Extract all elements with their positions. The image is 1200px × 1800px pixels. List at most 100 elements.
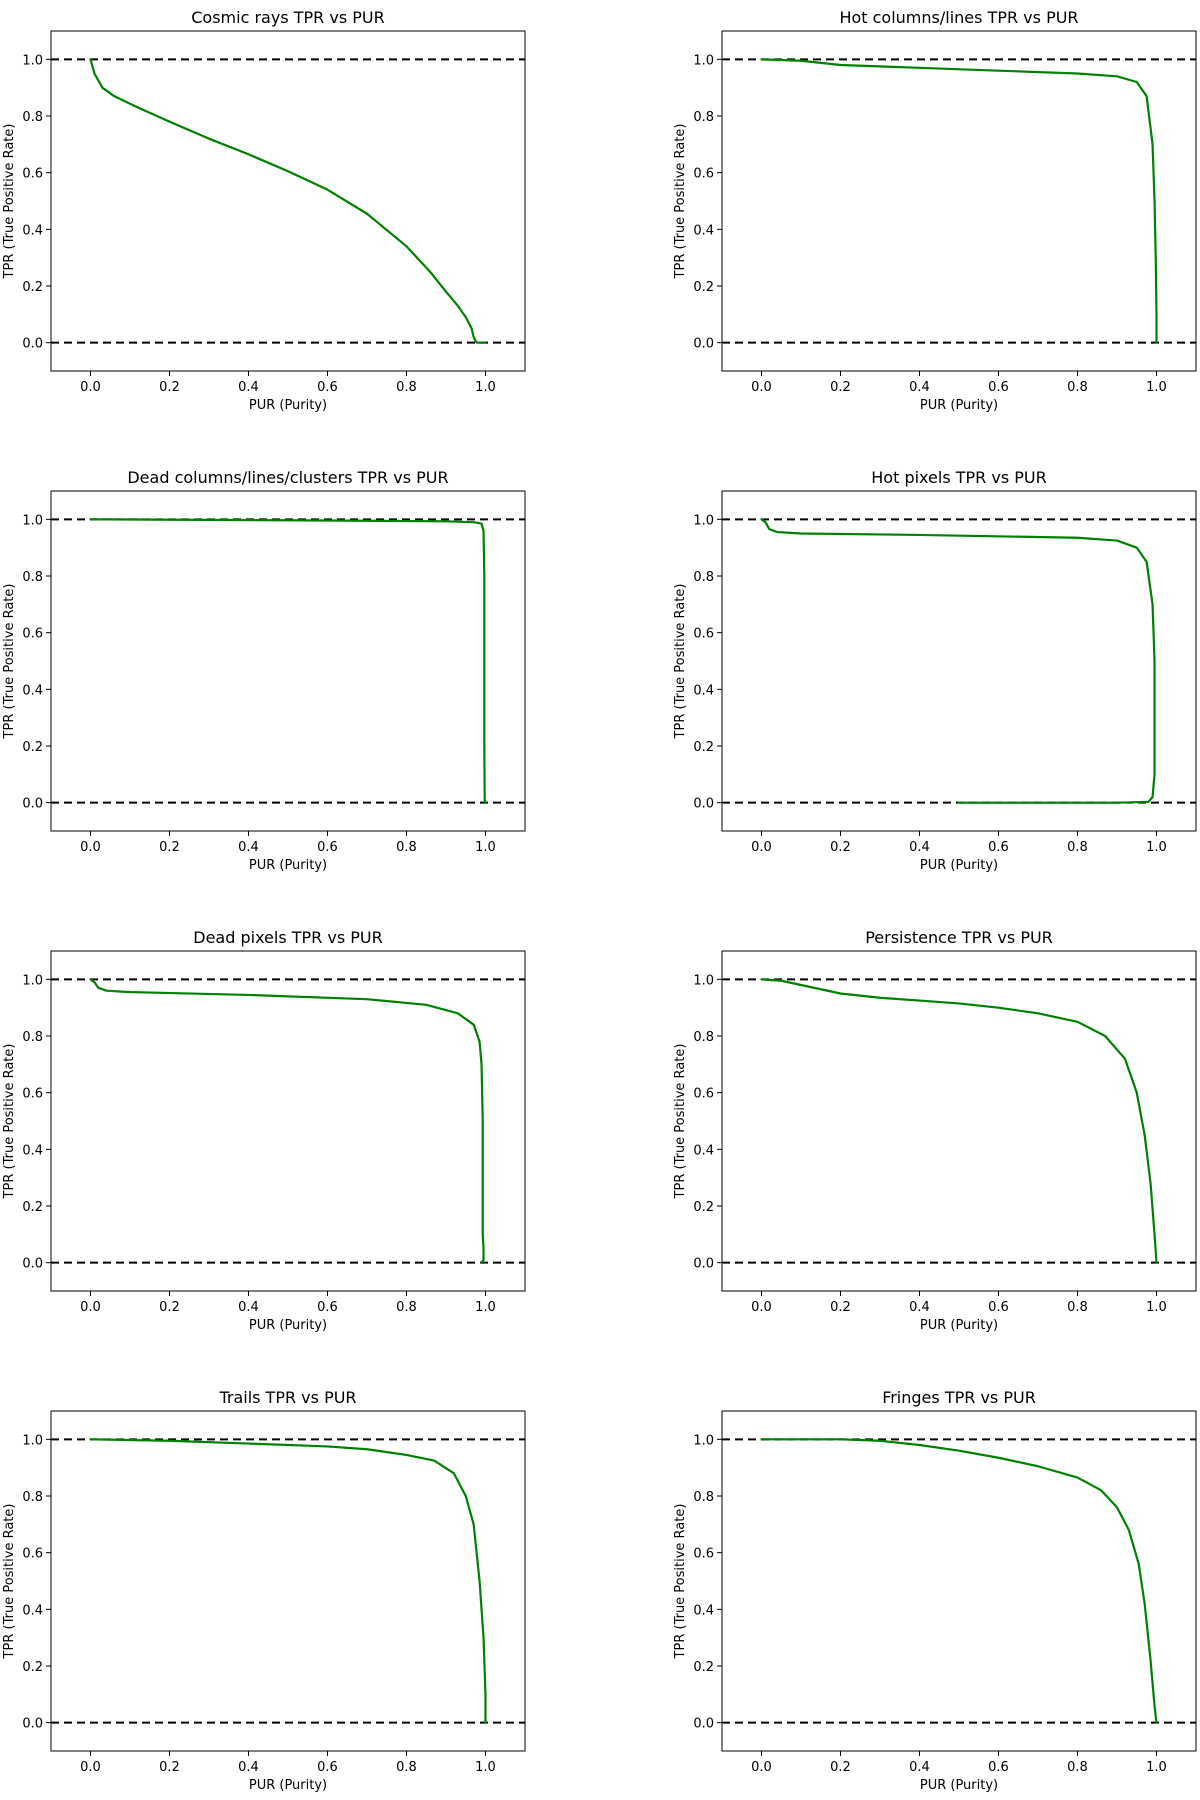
chart-title: Hot columns/lines TPR vs PUR (839, 8, 1078, 27)
y-tick-label: 1.0 (22, 513, 43, 528)
y-tick-label: 0.8 (22, 1490, 43, 1505)
x-tick-label: 0.2 (159, 840, 180, 855)
y-tick-label: 0.0 (693, 1717, 714, 1732)
x-tick-label: 0.6 (317, 1300, 338, 1315)
y-tick-label: 0.2 (22, 280, 43, 295)
y-tick-label: 0.8 (693, 570, 714, 585)
x-tick-label: 0.0 (80, 840, 101, 855)
y-tick-label: 0.0 (22, 337, 43, 352)
x-axis-label: PUR (Purity) (249, 398, 327, 413)
x-axis-label: PUR (Purity) (920, 1778, 998, 1793)
x-axis-label: PUR (Purity) (920, 1318, 998, 1333)
x-tick-label: 0.0 (751, 840, 772, 855)
x-tick-label: 0.2 (159, 380, 180, 395)
x-tick-label: 0.4 (238, 380, 259, 395)
plot-frame (50, 30, 526, 372)
chart-panel: 0.0 0.2 0.4 0.6 0.8 1.0 0.0 0.2 0.4 0.6 0.8 1.0 Dead… (2, 928, 526, 1333)
y-axis-label: TPR (True Positive Rate) (2, 124, 17, 280)
y-tick-label: 0.4 (693, 223, 714, 238)
x-tick-label: 0.4 (909, 1300, 930, 1315)
series-line (760, 1438, 1158, 1724)
chart-panel: 0.0 0.2 0.4 0.6 0.8 1.0 0.0 0.2 0.4 0.6 0.8 1.0 Cosm… (2, 8, 526, 413)
x-tick-label: 0.2 (159, 1760, 180, 1775)
y-tick-label: 0.4 (22, 683, 43, 698)
chart-panel: 0.0 0.2 0.4 0.6 0.8 1.0 0.0 0.2 0.4 0.6 0.8 1.0 Trai… (2, 1388, 526, 1793)
x-tick-label: 0.2 (830, 1760, 851, 1775)
x-tick-label: 0.0 (751, 1760, 772, 1775)
x-tick-label: 0.4 (238, 840, 259, 855)
y-tick-label: 0.6 (22, 1547, 43, 1562)
y-axis-label: TPR (True Positive Rate) (2, 584, 17, 740)
y-tick-label: 0.4 (22, 1143, 43, 1158)
series-line (89, 1438, 487, 1724)
y-tick-label: 0.6 (22, 167, 43, 182)
x-tick-label: 0.8 (396, 840, 417, 855)
y-tick-label: 0.6 (693, 627, 714, 642)
x-axis-label: PUR (Purity) (920, 858, 998, 873)
y-tick-label: 0.8 (693, 1030, 714, 1045)
y-tick-label: 0.4 (22, 223, 43, 238)
y-tick-label: 1.0 (22, 53, 43, 68)
x-tick-label: 0.0 (80, 1760, 101, 1775)
x-tick-label: 0.0 (751, 380, 772, 395)
y-tick-label: 0.0 (693, 797, 714, 812)
y-tick-label: 0.6 (693, 1547, 714, 1562)
plot-frame (721, 950, 1197, 1292)
chart-title: Persistence TPR vs PUR (865, 928, 1053, 947)
x-tick-label: 0.6 (317, 840, 338, 855)
y-tick-label: 0.0 (22, 797, 43, 812)
chart-panel: 0.0 0.2 0.4 0.6 0.8 1.0 0.0 0.2 0.4 0.6 0.8 1.0 Hot … (673, 8, 1197, 413)
y-tick-label: 0.6 (693, 167, 714, 182)
x-tick-label: 0.2 (159, 1300, 180, 1315)
chart-title: Hot pixels TPR vs PUR (871, 468, 1046, 487)
x-tick-label: 1.0 (475, 1300, 496, 1315)
y-tick-label: 0.2 (22, 1660, 43, 1675)
y-tick-label: 0.6 (22, 1087, 43, 1102)
x-tick-label: 0.0 (80, 1300, 101, 1315)
x-tick-label: 1.0 (1146, 1300, 1167, 1315)
x-tick-label: 1.0 (475, 380, 496, 395)
y-tick-label: 0.8 (22, 110, 43, 125)
x-tick-label: 0.8 (396, 1760, 417, 1775)
y-tick-label: 0.2 (22, 1200, 43, 1215)
x-tick-label: 1.0 (1146, 840, 1167, 855)
y-axis-label: TPR (True Positive Rate) (2, 1504, 17, 1660)
y-tick-label: 0.8 (22, 570, 43, 585)
y-tick-label: 0.4 (693, 1603, 714, 1618)
chart-panel: 0.0 0.2 0.4 0.6 0.8 1.0 0.0 0.2 0.4 0.6 0.8 1.0 Pers… (673, 928, 1197, 1333)
x-tick-label: 0.8 (1067, 1300, 1088, 1315)
plot-frame (721, 30, 1197, 372)
y-tick-label: 0.0 (693, 1257, 714, 1272)
series-line (89, 58, 487, 344)
chart-panel: 0.0 0.2 0.4 0.6 0.8 1.0 0.0 0.2 0.4 0.6 0.8 1.0 Dead… (2, 468, 526, 873)
x-tick-label: 0.8 (396, 380, 417, 395)
series-line (760, 518, 1156, 804)
y-tick-label: 0.2 (693, 1660, 714, 1675)
plot-frame (721, 1410, 1197, 1752)
chart-panel: 0.0 0.2 0.4 0.6 0.8 1.0 0.0 0.2 0.4 0.6 0.8 1.0 Frin… (673, 1388, 1197, 1793)
chart-title: Dead columns/lines/clusters TPR vs PUR (127, 468, 448, 487)
y-tick-label: 0.2 (693, 1200, 714, 1215)
y-axis-label: TPR (True Positive Rate) (673, 1504, 688, 1660)
y-tick-label: 1.0 (22, 973, 43, 988)
y-tick-label: 1.0 (693, 513, 714, 528)
y-tick-label: 0.8 (693, 1490, 714, 1505)
series-line (760, 978, 1158, 1264)
x-tick-label: 0.6 (317, 1760, 338, 1775)
plot-frame (50, 950, 526, 1292)
x-tick-label: 1.0 (475, 1760, 496, 1775)
series-line (89, 518, 487, 804)
y-axis-label: TPR (True Positive Rate) (673, 124, 688, 280)
chart-title: Fringes TPR vs PUR (882, 1388, 1036, 1407)
x-tick-label: 1.0 (1146, 380, 1167, 395)
x-tick-label: 0.4 (909, 1760, 930, 1775)
x-tick-label: 0.8 (1067, 1760, 1088, 1775)
y-axis-label: TPR (True Positive Rate) (673, 584, 688, 740)
chart-panel: 0.0 0.2 0.4 0.6 0.8 1.0 0.0 0.2 0.4 0.6 0.8 1.0 Hot … (673, 468, 1197, 873)
x-axis-label: PUR (Purity) (249, 1778, 327, 1793)
chart-title: Trails TPR vs PUR (218, 1388, 356, 1407)
x-axis-label: PUR (Purity) (920, 398, 998, 413)
x-tick-label: 0.6 (988, 840, 1009, 855)
x-tick-label: 0.4 (909, 380, 930, 395)
y-tick-label: 0.4 (22, 1603, 43, 1618)
